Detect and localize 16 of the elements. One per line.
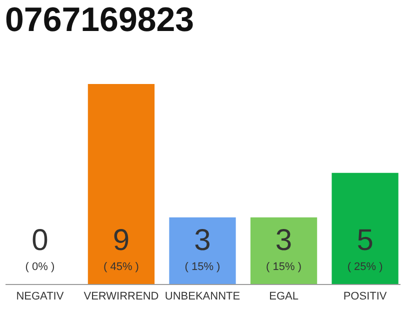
data-label: ( 15% ) <box>184 261 220 273</box>
data-label: ( 25% ) <box>347 261 383 273</box>
x-tick-label: POSITIV <box>343 290 388 302</box>
data-label: ( 0% ) <box>25 261 55 273</box>
data-label: ( 15% ) <box>266 261 302 273</box>
x-tick-label: NEGATIV <box>16 290 64 302</box>
x-tick-label: UNBEKANNTE <box>164 290 240 302</box>
chart-title: 0767169823 <box>5 1 194 39</box>
data-label: ( 45% ) <box>103 261 139 273</box>
x-tick-label: VERWIRREND <box>84 290 159 302</box>
annotation: 3 <box>275 224 292 257</box>
annotation: 5 <box>356 224 374 257</box>
x-tick-label: EGAL <box>269 290 298 302</box>
annotation: 3 <box>194 224 211 257</box>
annotation: 9 <box>112 224 130 257</box>
annotation: 0 <box>32 224 48 257</box>
